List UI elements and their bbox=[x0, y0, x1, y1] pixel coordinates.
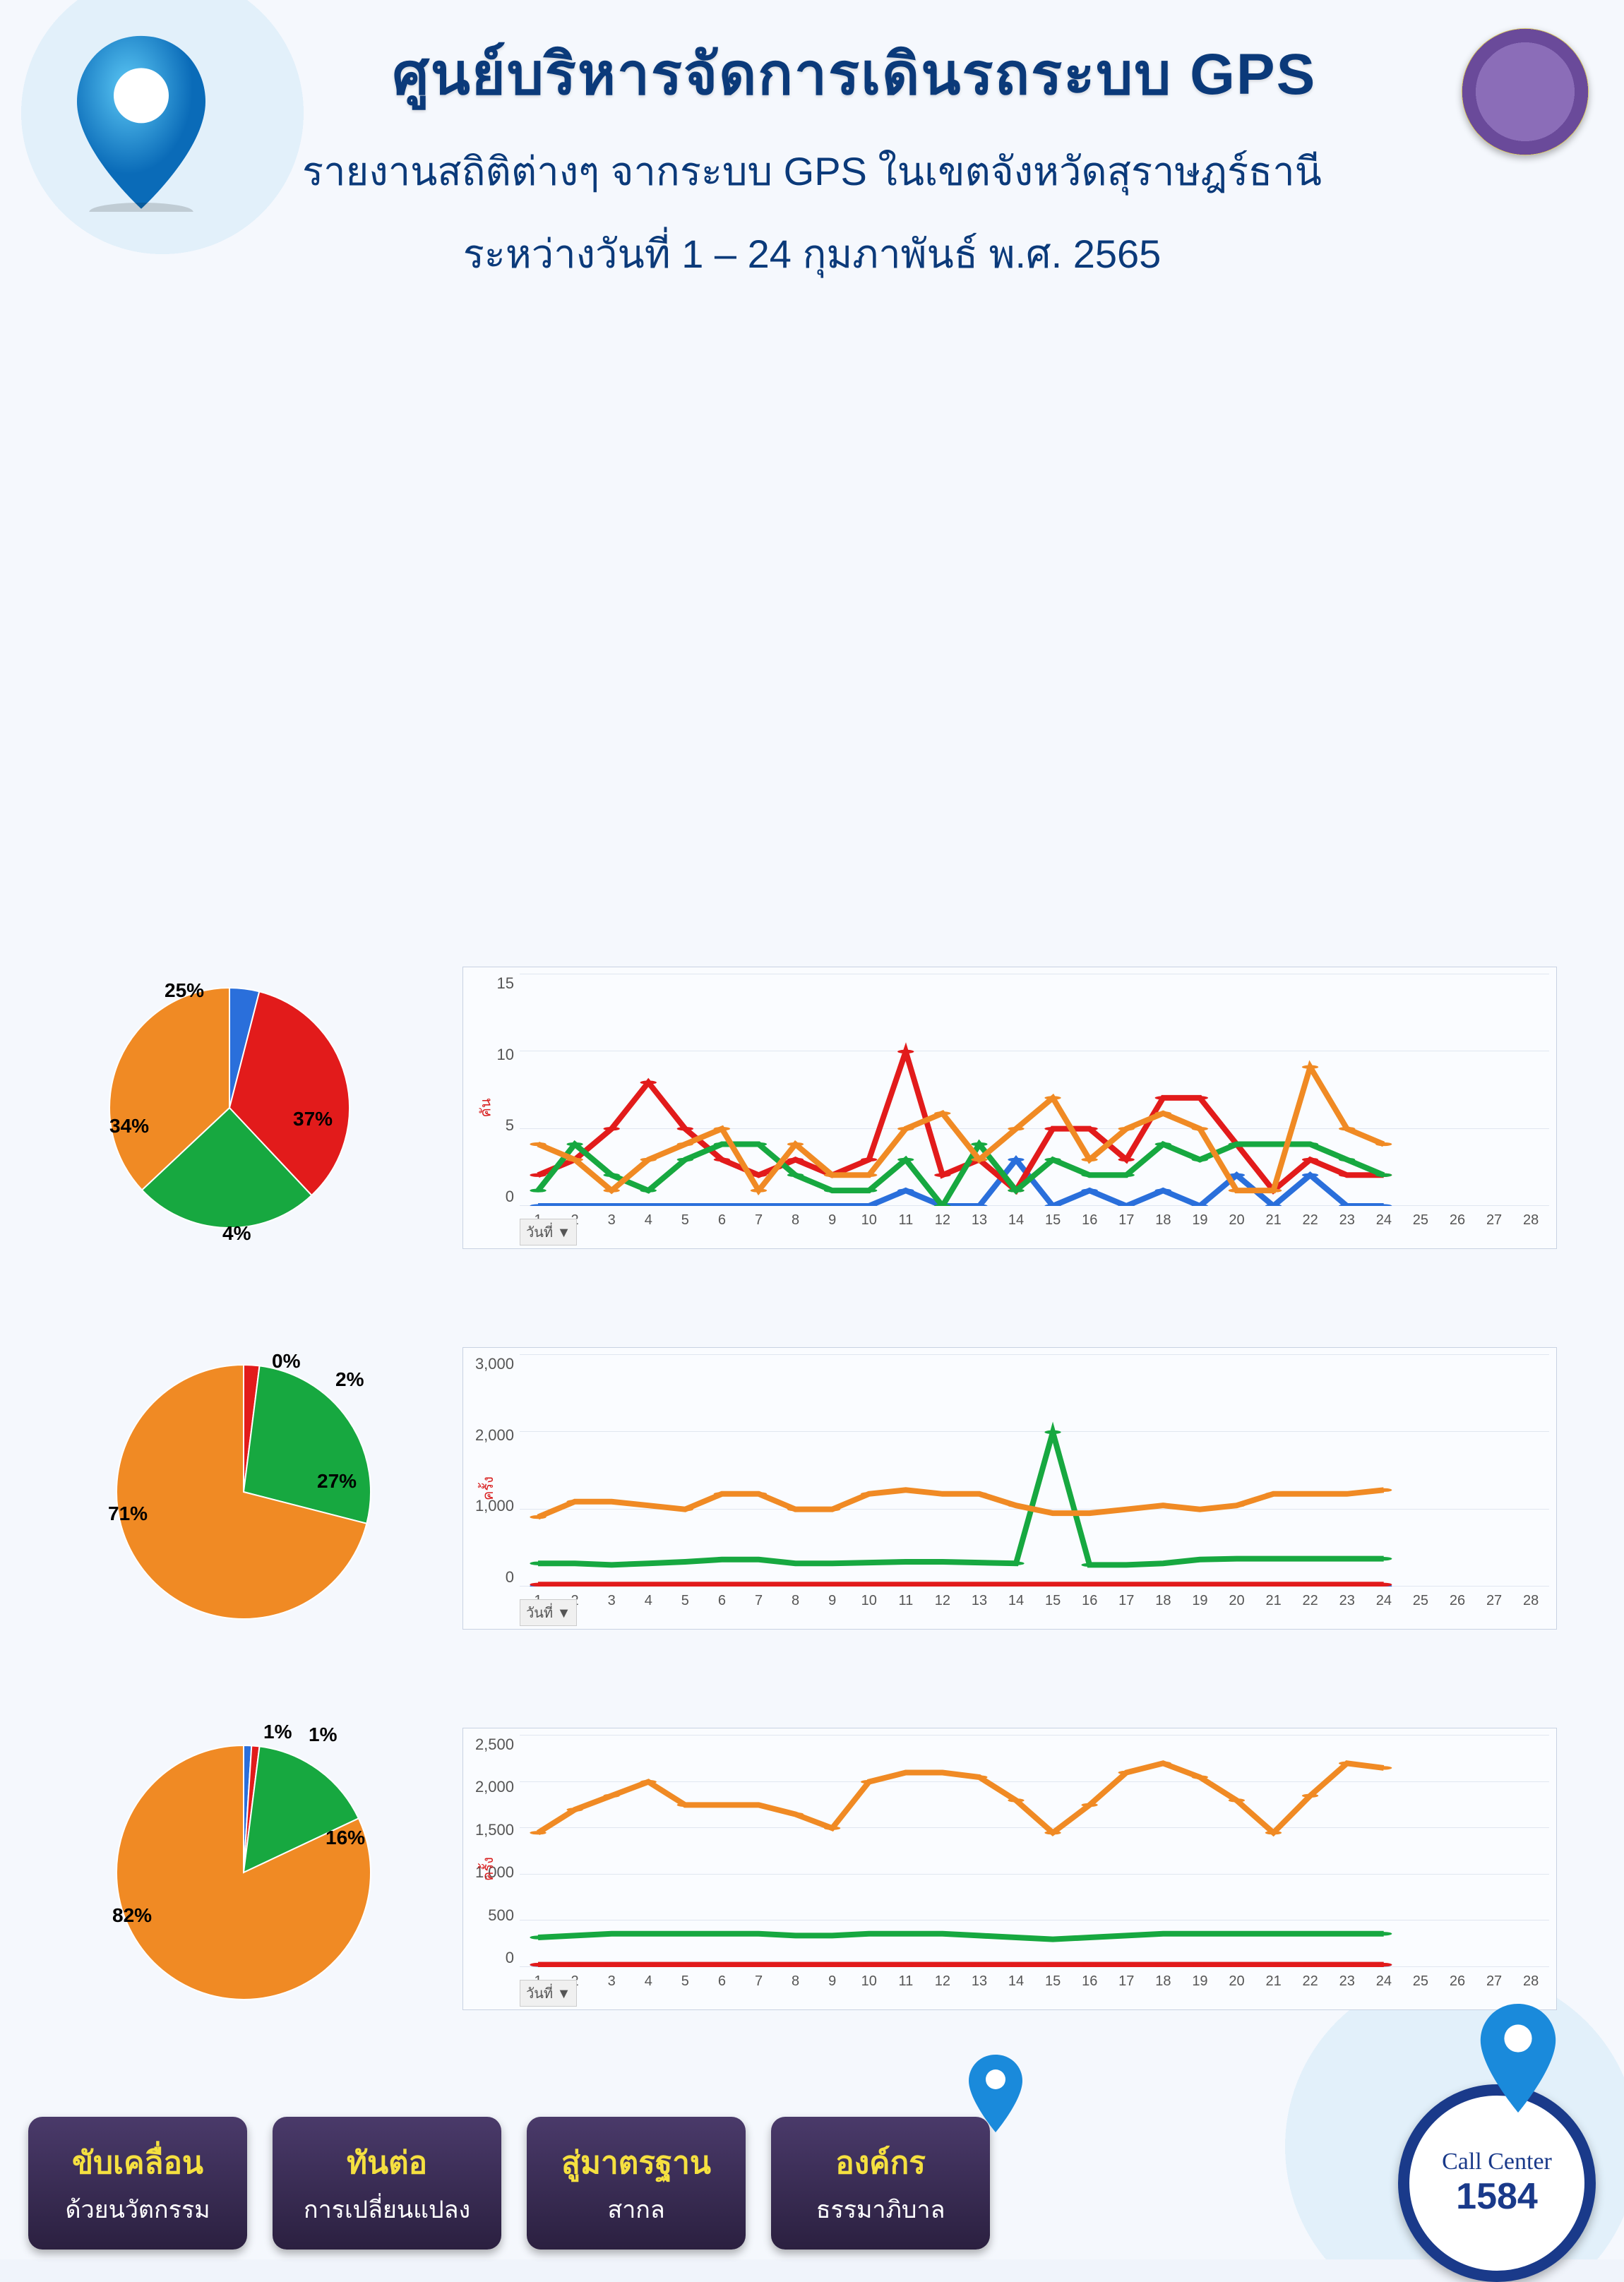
x-axis: 1234567891011121314151617181920212223242… bbox=[520, 1973, 1549, 1990]
plot-area bbox=[520, 1355, 1549, 1587]
line-chart: 05001,0001,5002,0002,500ครั้ง 12345678910… bbox=[462, 1728, 1557, 2010]
pie-slice-label: 4% bbox=[222, 1222, 251, 1245]
line-chart: 01,0002,0003,000ครั้ง 1234567891011121314… bbox=[462, 1347, 1557, 1630]
line-chart: 051015คัน 1234567891011121314151617181920… bbox=[462, 967, 1557, 1249]
footer-btn-line2: การเปลี่ยนแปลง bbox=[304, 2190, 470, 2228]
pie-slice-label: 71% bbox=[108, 1503, 148, 1525]
footer-value-button: สู่มาตรฐานสากล bbox=[527, 2117, 746, 2250]
pie-slice-label: 1% bbox=[309, 1724, 337, 1746]
pie-slice-label: 16% bbox=[326, 1827, 365, 1849]
x-axis: 1234567891011121314151617181920212223242… bbox=[520, 1593, 1549, 1609]
y-axis-title: ครั้ง bbox=[477, 1476, 499, 1500]
footer-btn-line1: ทันต่อ bbox=[304, 2138, 470, 2187]
footer: ขับเคลื่อนด้วยนวัตกรรมทันต่อการเปลี่ยนแป… bbox=[28, 2084, 1596, 2282]
pie-slice-label: 37% bbox=[293, 1108, 333, 1130]
y-axis: 051015 bbox=[467, 974, 514, 1206]
y-axis: 05001,0001,5002,0002,500 bbox=[467, 1736, 514, 1967]
pie-chart: 0% 2% 27% 71% bbox=[67, 1340, 434, 1637]
pie-slice-label: 2% bbox=[335, 1368, 364, 1391]
date-range: ระหว่างวันที่ 1 – 24 กุมภาพันธ์ พ.ศ. 256… bbox=[42, 222, 1582, 285]
pin-decoration-icon bbox=[960, 2048, 1031, 2139]
footer-btn-line2: ด้วยนวัตกรรม bbox=[59, 2190, 216, 2228]
call-center-number: 1584 bbox=[1456, 2175, 1538, 2218]
pie-slice-label: 1% bbox=[263, 1721, 292, 1743]
page-subtitle: รายงานสถิติต่างๆ จากระบบ GPS ในเขตจังหวั… bbox=[42, 140, 1582, 203]
department-seal bbox=[1462, 28, 1589, 155]
page-title: ศูนย์บริหารจัดการเดินรถระบบ GPS bbox=[127, 28, 1582, 120]
plot-area bbox=[520, 974, 1549, 1206]
footer-btn-line2: สากล bbox=[558, 2190, 715, 2228]
footer-value-button: ขับเคลื่อนด้วยนวัตกรรม bbox=[28, 2117, 247, 2250]
pin-decoration-icon bbox=[1469, 1998, 1568, 2118]
pie-slice-label: 34% bbox=[109, 1115, 149, 1137]
header: ศูนย์บริหารจัดการเดินรถระบบ GPS รายงานสถ… bbox=[0, 0, 1624, 306]
footer-btn-line2: ธรรมาภิบาล bbox=[802, 2190, 959, 2228]
x-axis-selector[interactable]: วันที่ ▼ bbox=[520, 1219, 577, 1245]
pie-chart: 1% 1% 16% 82% bbox=[67, 1721, 434, 2017]
y-axis: 01,0002,0003,000 bbox=[467, 1355, 514, 1587]
pie-slice-label: 27% bbox=[317, 1470, 357, 1493]
x-axis-selector[interactable]: วันที่ ▼ bbox=[520, 1980, 577, 2007]
footer-btn-line1: องค์กร bbox=[802, 2138, 959, 2187]
footer-btn-line1: สู่มาตรฐาน bbox=[558, 2138, 715, 2187]
pie-slice-label: 82% bbox=[112, 1904, 152, 1927]
pie-slice-label: 25% bbox=[165, 979, 204, 1002]
section-body: 0% 2% 27% 71% 01,0002,0003,000ครั้ง 123456789… bbox=[67, 1340, 1557, 1637]
section-body: 1% 1% 16% 82% 05001,0001,5002,0002,500ครั้ง 1… bbox=[67, 1721, 1557, 2017]
footer-value-button: องค์กรธรรมาภิบาล bbox=[771, 2117, 990, 2250]
footer-value-button: ทันต่อการเปลี่ยนแปลง bbox=[273, 2117, 501, 2250]
plot-area bbox=[520, 1736, 1549, 1967]
y-axis-title: คัน bbox=[474, 1098, 497, 1117]
x-axis-selector[interactable]: วันที่ ▼ bbox=[520, 1599, 577, 1626]
section-body: 4% 34% 25% 37% 051015คัน 12345678910111213141… bbox=[67, 960, 1557, 1256]
x-axis: 1234567891011121314151617181920212223242… bbox=[520, 1212, 1549, 1229]
location-pin-icon bbox=[64, 28, 219, 212]
y-axis-title: ครั้ง bbox=[477, 1857, 499, 1881]
pie-chart: 4% 34% 25% 37% bbox=[67, 960, 434, 1256]
pie-slice-label: 0% bbox=[272, 1350, 300, 1373]
call-center-label: Call Center bbox=[1442, 2149, 1552, 2175]
footer-btn-line1: ขับเคลื่อน bbox=[59, 2138, 216, 2187]
